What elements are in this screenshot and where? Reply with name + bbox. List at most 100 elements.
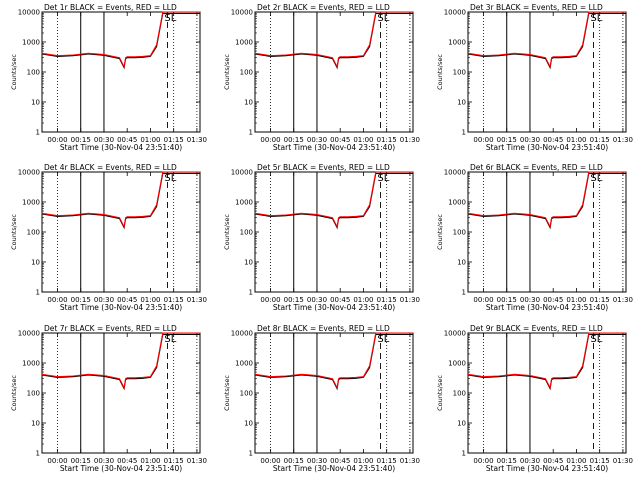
x-tick-label: 01:15 — [377, 296, 397, 304]
x-tick-label: 00:30 — [307, 136, 327, 144]
y-tick-label: 10 — [457, 99, 466, 107]
y-tick-label: 10000 — [18, 9, 40, 17]
x-tick-label: 00:15 — [497, 457, 517, 465]
sl-annotation: SL — [377, 334, 389, 345]
series-line-events — [254, 172, 413, 230]
sl-annotation: SL — [590, 173, 602, 184]
y-tick-label: 1 — [36, 450, 40, 458]
x-tick-label: 01:15 — [164, 457, 184, 465]
series-line-events — [41, 12, 200, 70]
y-tick-label: 100 — [453, 229, 466, 237]
x-tick-label: 00:45 — [543, 136, 563, 144]
x-tick-label: 00:45 — [117, 457, 137, 465]
x-tick-label: 01:00 — [140, 136, 160, 144]
y-tick-label: 100 — [27, 390, 40, 398]
x-axis-label: Start Time (30-Nov-04 23:51:40) — [60, 303, 182, 312]
plot-frame — [254, 171, 414, 293]
chart-panel-5: Det 5r BLACK = Events, RED = LLD 1 10 100 10… — [223, 163, 420, 312]
series-line-lld — [41, 11, 200, 69]
sl-annotation: SL — [377, 13, 389, 24]
x-tick-label: 01:00 — [353, 136, 373, 144]
y-tick-label: 1000 — [448, 199, 466, 207]
chart-panel-3: Det 3r BLACK = Events, RED = LLD 1 10 100 10… — [436, 3, 633, 152]
x-tick-label: 00:15 — [497, 296, 517, 304]
x-tick-label: 01:15 — [164, 136, 184, 144]
series-line-events — [467, 172, 626, 230]
x-tick-label: 00:30 — [520, 457, 540, 465]
y-tick-label: 1 — [36, 289, 40, 297]
chart-panel-7: Det 7r BLACK = Events, RED = LLD 1 10 100 10… — [10, 324, 207, 473]
x-tick-label: 00:45 — [330, 296, 350, 304]
x-tick-label: 00:00 — [473, 136, 493, 144]
x-tick-label: 00:15 — [284, 457, 304, 465]
x-tick-label: 01:30 — [400, 457, 420, 465]
x-tick-label: 00:30 — [94, 136, 114, 144]
y-tick-label: 1000 — [235, 39, 253, 47]
y-tick-label: 10 — [244, 99, 253, 107]
x-tick-label: 00:00 — [473, 457, 493, 465]
x-axis-label: Start Time (30-Nov-04 23:51:40) — [273, 143, 395, 152]
y-tick-label: 100 — [240, 229, 253, 237]
y-tick-label: 1000 — [235, 199, 253, 207]
y-axis-label: Counts/sec — [223, 214, 231, 250]
y-tick-label: 1000 — [22, 199, 40, 207]
chart-panel-1: Det 1r BLACK = Events, RED = LLD 1 10 100 10… — [10, 3, 207, 152]
chart-panel-9: Det 9r BLACK = Events, RED = LLD 1 10 100 10… — [436, 324, 633, 473]
y-tick-label: 1000 — [22, 39, 40, 47]
x-axis-label: Start Time (30-Nov-04 23:51:40) — [486, 143, 608, 152]
y-tick-label: 1 — [462, 129, 466, 137]
series-line-lld — [254, 11, 413, 69]
y-tick-label: 10 — [31, 259, 40, 267]
chart-title: Det 9r BLACK = Events, RED = LLD — [470, 324, 603, 333]
y-tick-label: 10 — [31, 420, 40, 428]
x-tick-label: 00:45 — [330, 457, 350, 465]
x-tick-label: 00:00 — [47, 136, 67, 144]
x-tick-label: 01:00 — [566, 457, 586, 465]
x-tick-label: 01:15 — [377, 136, 397, 144]
x-tick-label: 01:30 — [613, 296, 633, 304]
x-tick-label: 00:45 — [117, 136, 137, 144]
y-tick-label: 100 — [240, 390, 253, 398]
series-line-events — [467, 12, 626, 70]
plot-frame — [254, 11, 414, 133]
y-tick-label: 10 — [244, 259, 253, 267]
series-line-events — [467, 333, 626, 391]
x-tick-label: 00:30 — [307, 296, 327, 304]
x-tick-label: 00:00 — [260, 136, 280, 144]
y-tick-label: 1000 — [22, 360, 40, 368]
x-tick-label: 01:30 — [187, 296, 207, 304]
x-tick-label: 01:30 — [187, 136, 207, 144]
chart-title: Det 5r BLACK = Events, RED = LLD — [257, 163, 390, 172]
x-tick-label: 00:30 — [520, 136, 540, 144]
x-tick-label: 00:00 — [47, 457, 67, 465]
x-tick-label: 00:30 — [94, 457, 114, 465]
plot-frame — [41, 11, 201, 133]
x-tick-label: 01:15 — [377, 457, 397, 465]
y-tick-label: 1 — [249, 129, 253, 137]
y-axis-label: Counts/sec — [436, 54, 444, 90]
x-tick-label: 00:45 — [543, 457, 563, 465]
y-tick-label: 1 — [249, 450, 253, 458]
x-axis-label: Start Time (30-Nov-04 23:51:40) — [486, 464, 608, 473]
x-tick-label: 01:15 — [164, 296, 184, 304]
sl-annotation: SL — [377, 173, 389, 184]
y-tick-label: 1000 — [448, 360, 466, 368]
chart-panel-8: Det 8r BLACK = Events, RED = LLD 1 10 100 10… — [223, 324, 420, 473]
x-tick-label: 01:15 — [590, 296, 610, 304]
sl-annotation: SL — [164, 173, 176, 184]
chart-panel-4: Det 4r BLACK = Events, RED = LLD 1 10 100 10… — [10, 163, 207, 312]
x-tick-label: 01:00 — [140, 296, 160, 304]
x-tick-label: 01:30 — [400, 296, 420, 304]
x-axis-label: Start Time (30-Nov-04 23:51:40) — [273, 464, 395, 473]
series-line-events — [254, 12, 413, 70]
y-tick-label: 10000 — [231, 9, 253, 17]
y-tick-label: 10 — [457, 259, 466, 267]
y-tick-label: 10000 — [444, 169, 466, 177]
chart-panel-2: Det 2r BLACK = Events, RED = LLD 1 10 100 10… — [223, 3, 420, 152]
x-tick-label: 00:00 — [260, 457, 280, 465]
plot-frame — [467, 332, 627, 454]
chart-title: Det 2r BLACK = Events, RED = LLD — [257, 3, 390, 12]
y-tick-label: 10 — [31, 99, 40, 107]
series-line-lld — [254, 332, 413, 390]
series-line-events — [254, 333, 413, 391]
